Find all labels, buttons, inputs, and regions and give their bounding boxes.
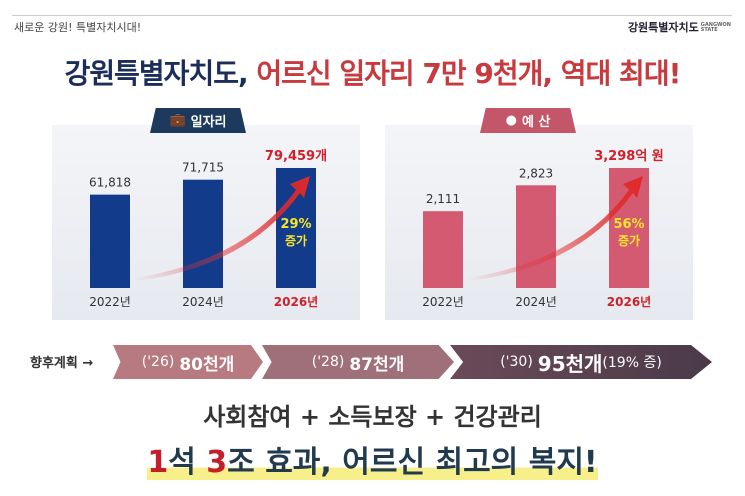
data-label: 2,823	[519, 166, 553, 180]
growth-value: 56%	[613, 217, 644, 232]
logo-text: 강원특별자치도	[627, 21, 699, 34]
growth-value: 29%	[280, 217, 311, 232]
plan-label-text: 향후계획	[30, 356, 78, 371]
bar	[90, 194, 130, 288]
footer-line2: 1석 3조 효과, 어르신 최고의 복지!	[0, 437, 745, 481]
logo: 강원특별자치도 GANGWON STATE	[628, 19, 731, 35]
year-label: 2022년	[89, 295, 131, 309]
highlight-number: 1	[147, 445, 169, 480]
logo-sub: GANGWON	[700, 22, 731, 28]
growth-arrow-icon	[135, 176, 310, 281]
year-label: 2022년	[422, 295, 464, 309]
growth-label: 증가	[618, 233, 640, 248]
data-label: 61,818	[89, 176, 131, 190]
logo-sub: STATE	[700, 27, 718, 33]
data-label: 3,298억 원	[594, 149, 664, 164]
bar	[516, 185, 556, 288]
bar	[183, 179, 223, 288]
data-label: 2,111	[426, 192, 460, 206]
plan-year: ('26)	[141, 354, 175, 370]
briefcase-icon: 💼	[169, 113, 186, 128]
year-label: 2026년	[607, 295, 651, 309]
budget-badge: ● 예 산	[480, 108, 576, 133]
badge-label: 예 산	[521, 115, 551, 130]
badge-label: 일자리	[190, 115, 227, 130]
bar-charts: 61,8182022년71,7152024년79,459개2026년29%증가2…	[89, 149, 664, 309]
footer-text: 조 효과, 어르신 최고의 복지!	[227, 445, 598, 480]
plan-year: ('28)	[311, 354, 345, 370]
plan-step: ('26) 80천개	[113, 345, 263, 379]
plan-year: ('30)	[500, 354, 533, 370]
title-part1: 강원특별자치도,	[64, 57, 249, 90]
slogan: 새로운 강원! 특별자치시대!	[14, 21, 142, 34]
data-label: 71,715	[182, 161, 224, 175]
plan-label: 향후계획 →	[30, 356, 94, 371]
highlight-number: 3	[206, 445, 228, 480]
page-title: 강원특별자치도, 어르신 일자리 7만 9천개, 역대 최대!	[0, 52, 745, 92]
title-part2: 어르신 일자리 7만 9천개, 역대 최대!	[256, 57, 681, 90]
plan-extra: (19% 증)	[602, 355, 662, 371]
money-icon: ●	[505, 113, 517, 128]
plan-step: ('30) 95천개 (19% 증)	[450, 345, 712, 379]
year-label: 2024년	[515, 295, 557, 309]
bar	[423, 211, 463, 288]
footer-line1: 사회참여 + 소득보장 + 건강관리	[203, 403, 542, 431]
year-label: 2026년	[274, 295, 318, 309]
plan-value: 80천개	[179, 354, 235, 375]
plan-value: 87천개	[349, 354, 405, 375]
footer-text: 석	[168, 445, 207, 480]
header-divider	[12, 15, 732, 16]
growth-label: 증가	[285, 233, 307, 248]
jobs-badge: 💼 일자리	[150, 108, 246, 133]
year-label: 2024년	[182, 295, 224, 309]
data-label: 79,459개	[265, 149, 327, 164]
plan-step: ('28) 87천개	[262, 345, 454, 379]
growth-arrow-icon	[468, 176, 643, 281]
plan-value: 95천개	[537, 351, 603, 376]
